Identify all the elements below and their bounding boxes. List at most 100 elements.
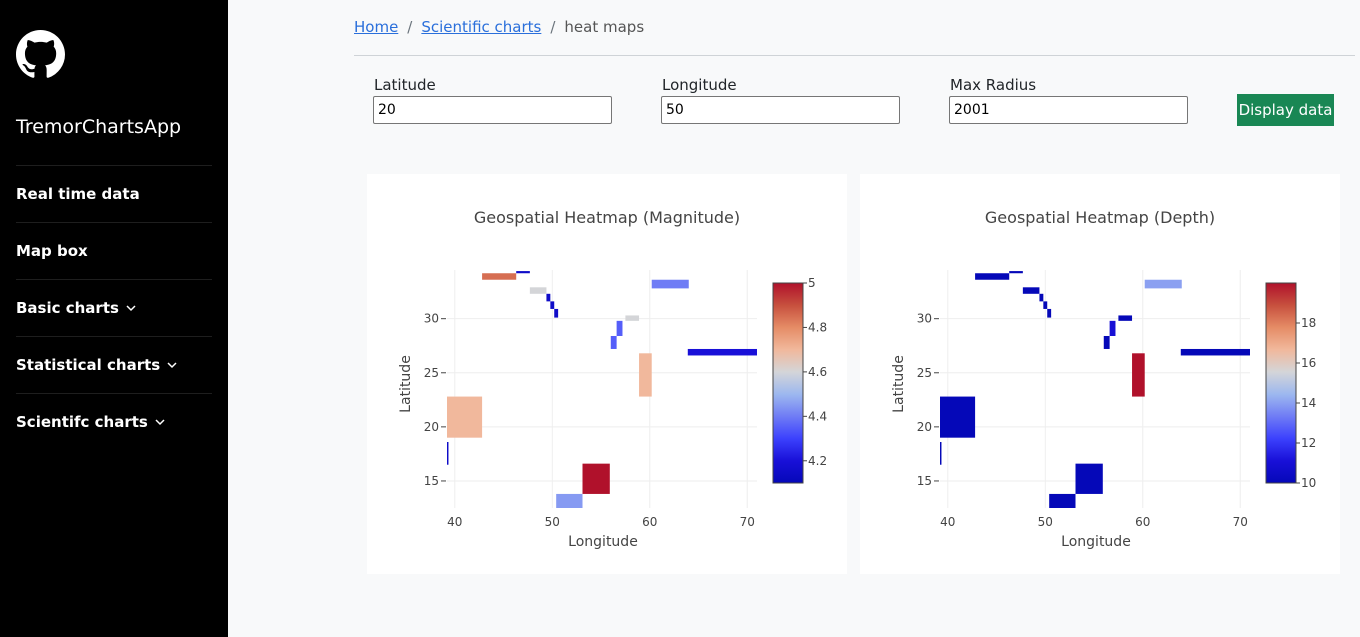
nav-item-label: Map box <box>16 242 88 260</box>
chevron-down-icon <box>167 362 177 369</box>
x-tick-label: 50 <box>545 515 560 529</box>
heatmap-cell <box>1043 301 1048 309</box>
heatmap-cell <box>1047 308 1052 318</box>
nav-item-label: Basic charts <box>16 299 119 317</box>
breadcrumb-scientific-link[interactable]: Scientific charts <box>421 18 542 36</box>
breadcrumb-separator: / <box>407 18 413 36</box>
longitude-label: Longitude <box>662 76 737 94</box>
heatmap-card-magnitude: Geospatial Heatmap (Magnitude) 40 50 60 70 … <box>367 174 847 574</box>
depth-heatmap-chart: Geospatial Heatmap (Depth) 40 50 60 70 15 20… <box>891 208 1316 550</box>
nav-item-label: Statistical charts <box>16 356 161 374</box>
nav-item-label: Scientifc charts <box>16 413 148 431</box>
y-axis-title: Latitude <box>398 355 414 413</box>
heatmap-cell <box>1049 493 1076 508</box>
heatmap-cell <box>1022 287 1040 294</box>
heatmap-cell <box>616 320 623 336</box>
heatmap-cell <box>1132 353 1145 397</box>
heatmap-cells <box>940 271 1250 508</box>
breadcrumb: Home / Scientific charts / heat maps <box>354 18 644 36</box>
x-axis-title: Longitude <box>568 534 638 550</box>
x-tick-label: 70 <box>740 515 755 529</box>
heatmap-cell <box>1075 463 1103 494</box>
heatmap-cell <box>582 463 610 494</box>
latitude-input[interactable] <box>373 96 612 124</box>
heatmap-card-depth: Geospatial Heatmap (Depth) 40 50 60 70 15 20… <box>860 174 1340 574</box>
y-tick-label: 30 <box>424 312 439 326</box>
nav-item-map-box[interactable]: Map box <box>16 242 88 260</box>
heatmap-cell <box>1009 271 1023 274</box>
heatmap-cell <box>1118 315 1133 321</box>
heatmap-cell <box>1039 293 1044 302</box>
y-tick-label: 25 <box>917 366 932 380</box>
heatmap-cell <box>625 315 640 321</box>
heatmap-cell <box>550 301 555 309</box>
y-tick-label: 15 <box>917 474 932 488</box>
colorbar: 10 12 14 16 18 <box>1265 282 1316 490</box>
heatmap-cell <box>651 279 689 289</box>
nav-item-basic-charts[interactable]: Basic charts <box>16 299 137 317</box>
longitude-input[interactable] <box>661 96 900 124</box>
max-radius-input[interactable] <box>949 96 1188 124</box>
heatmap-cell <box>556 493 583 508</box>
heatmap-cells <box>447 271 757 508</box>
heatmap-cell <box>482 273 517 280</box>
breadcrumb-home-link[interactable]: Home <box>354 18 399 36</box>
heatmap-cell <box>1103 335 1110 349</box>
y-tick-label: 20 <box>917 420 932 434</box>
heatmap-cell <box>687 348 757 356</box>
max-radius-label: Max Radius <box>950 76 1037 94</box>
breadcrumb-separator: / <box>550 18 556 36</box>
heatmap-cell <box>516 271 530 274</box>
heatmap-cell <box>975 273 1010 280</box>
heatmap-cell <box>1180 348 1250 356</box>
y-axis-ticks: 15 20 25 30 <box>424 312 446 488</box>
github-icon[interactable] <box>16 30 65 79</box>
colorbar-tick-label: 4.2 <box>808 454 827 468</box>
heatmap-cell <box>447 442 449 465</box>
y-tick-label: 20 <box>424 420 439 434</box>
colorbar-tick-label: 16 <box>1301 356 1316 370</box>
nav-item-real-time-data[interactable]: Real time data <box>16 185 140 203</box>
x-axis-title: Longitude <box>1061 534 1131 550</box>
latitude-label: Latitude <box>374 76 436 94</box>
nav-item-label: Real time data <box>16 185 140 203</box>
nav-divider <box>16 393 212 394</box>
colorbar: 4.2 4.4 4.6 4.8 5 <box>772 276 827 484</box>
heatmap-cell <box>610 335 617 349</box>
heatmap-cell <box>554 308 559 318</box>
y-axis-title: Latitude <box>891 355 907 413</box>
chart-title: Geospatial Heatmap (Magnitude) <box>474 208 740 227</box>
chevron-down-icon <box>126 305 136 312</box>
colorbar-tick-label: 10 <box>1301 476 1316 490</box>
x-axis-ticks: 40 50 60 70 <box>940 515 1248 529</box>
colorbar-gradient <box>1265 282 1297 484</box>
x-tick-label: 70 <box>1233 515 1248 529</box>
x-tick-label: 50 <box>1038 515 1053 529</box>
app-title[interactable]: TremorChartsApp <box>16 116 182 138</box>
heatmap-cell <box>639 353 652 397</box>
x-tick-label: 40 <box>447 515 462 529</box>
nav-item-statistical-charts[interactable]: Statistical charts <box>16 356 178 374</box>
heatmap-cell <box>940 442 942 465</box>
colorbar-tick-label: 12 <box>1301 436 1316 450</box>
magnitude-heatmap-chart: Geospatial Heatmap (Magnitude) 40 50 60 70 … <box>398 208 827 550</box>
colorbar-tick-label: 4.6 <box>808 365 827 379</box>
x-axis-ticks: 40 50 60 70 <box>447 515 755 529</box>
colorbar-tick-label: 5 <box>808 276 816 290</box>
display-data-button[interactable]: Display data <box>1237 94 1334 126</box>
heatmap-cell <box>529 287 547 294</box>
sidebar: TremorChartsApp Real time data Map box B… <box>0 0 228 637</box>
nav-item-scientific-charts[interactable]: Scientifc charts <box>16 413 166 431</box>
chevron-down-icon <box>155 419 165 426</box>
x-tick-label: 60 <box>642 515 657 529</box>
x-tick-label: 40 <box>940 515 955 529</box>
colorbar-tick-label: 4.4 <box>808 409 827 423</box>
nav-divider <box>16 279 212 280</box>
y-tick-label: 25 <box>424 366 439 380</box>
colorbar-tick-label: 18 <box>1301 316 1316 330</box>
heatmap-cell <box>1109 320 1116 336</box>
heatmap-cell <box>940 396 976 438</box>
colorbar-tick-label: 14 <box>1301 396 1316 410</box>
header-divider <box>354 55 1355 56</box>
y-axis-ticks: 15 20 25 30 <box>917 312 939 488</box>
